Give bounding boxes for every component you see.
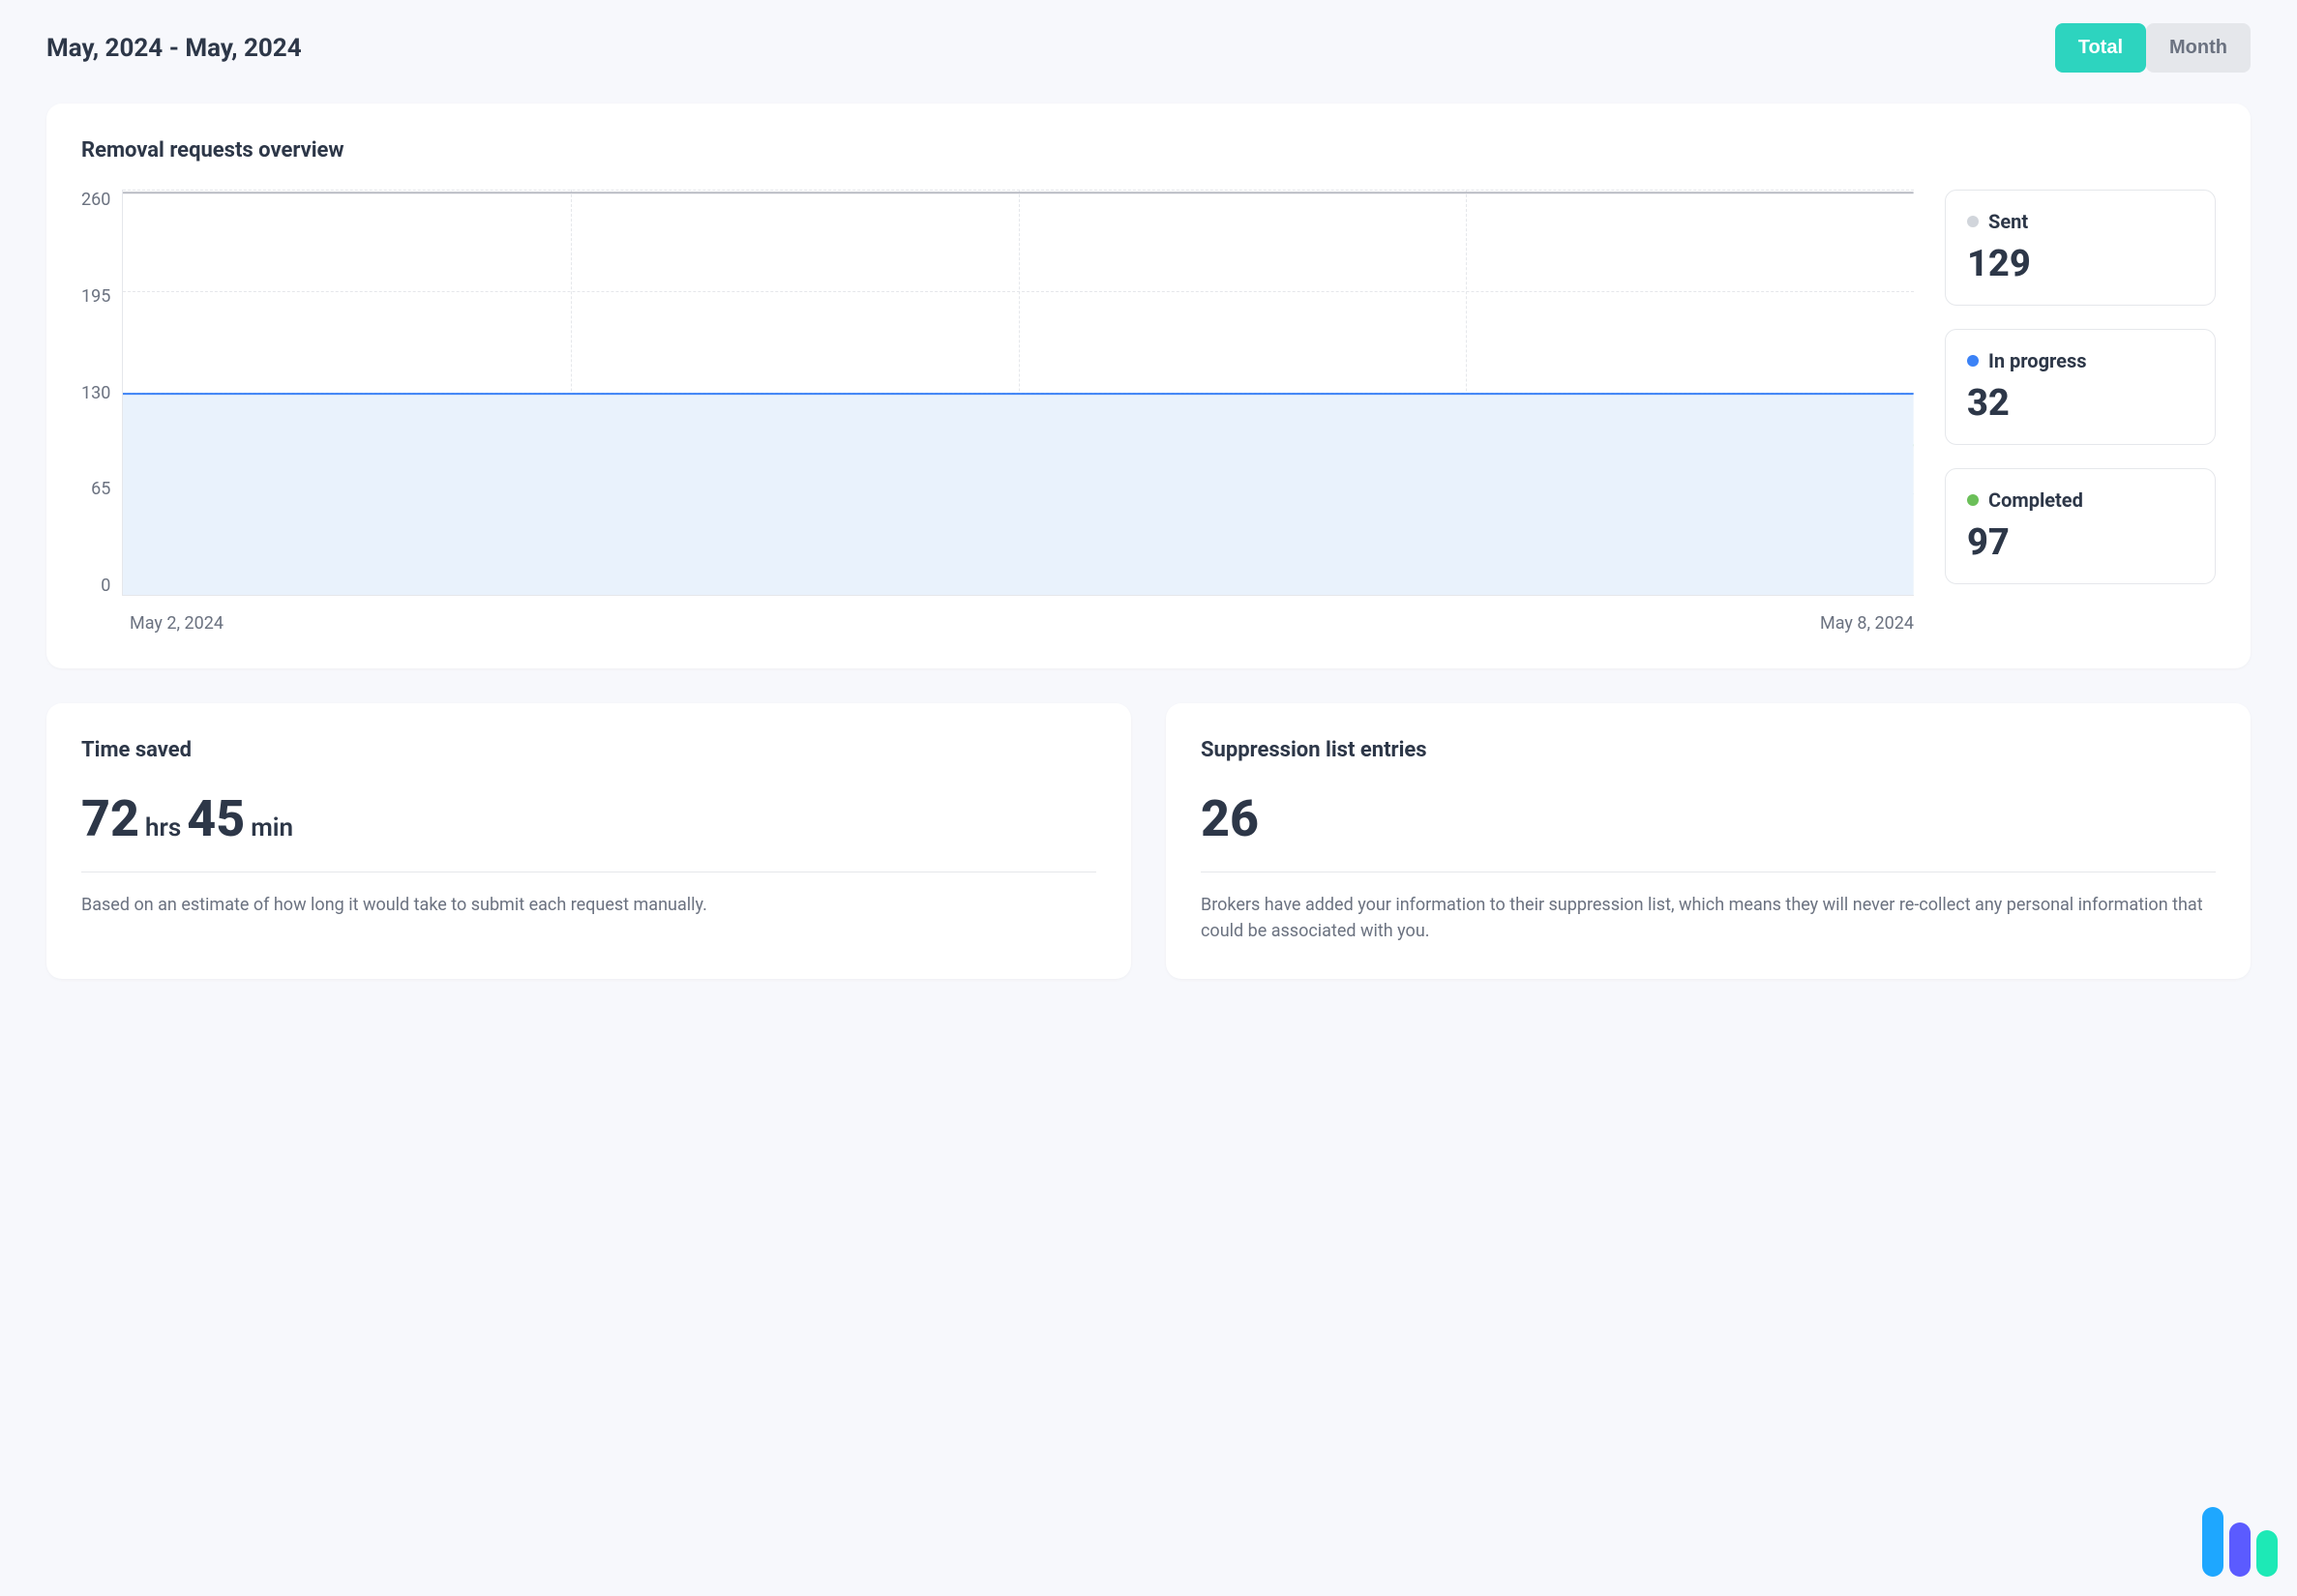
time-saved-card: Time saved 72hrs 45min Based on an estim… [46,703,1131,979]
suppression-number: 26 [1201,789,1259,848]
legend-completed-label: Completed [1988,488,2083,512]
legend-completed[interactable]: Completed 97 [1945,468,2216,584]
ytick: 260 [81,190,110,210]
chart-body: 260 195 130 65 0 [81,190,1914,596]
minutes-number: 45 [187,789,245,848]
view-toggle: Total Month [2055,23,2251,73]
x-axis: May 2, 2024 May 8, 2024 [81,613,1914,634]
legend-sent[interactable]: Sent 129 [1945,190,2216,306]
widget-pill [2256,1530,2278,1577]
chart-area: 260 195 130 65 0 May 2, 2024 May 8, 2024 [81,190,1914,634]
chart-plot [122,190,1914,596]
widget-pill [2202,1507,2223,1577]
ytick: 195 [81,286,110,307]
hours-number: 72 [81,789,139,848]
xtick-end: May 8, 2024 [1820,613,1914,634]
time-saved-value: 72hrs 45min [81,789,1096,848]
ytick: 65 [91,479,110,499]
suppression-description: Brokers have added your information to t… [1201,892,2216,944]
ytick: 130 [81,383,110,403]
legend-dot-icon [1967,216,1979,227]
hours-unit: hrs [145,813,181,842]
xtick-start: May 2, 2024 [130,613,224,634]
suppression-card: Suppression list entries 26 Brokers have… [1166,703,2251,979]
suppression-title: Suppression list entries [1201,738,2216,762]
minutes-unit: min [251,813,293,842]
time-saved-description: Based on an estimate of how long it woul… [81,892,1096,918]
bottom-row: Time saved 72hrs 45min Based on an estim… [46,703,2251,979]
toggle-total-button[interactable]: Total [2055,23,2146,73]
chat-widget-icon[interactable] [2202,1507,2278,1577]
legend-in-progress-label: In progress [1988,349,2087,372]
legend-in-progress-value: 32 [1967,382,2193,425]
header: May, 2024 - May, 2024 Total Month [46,23,2251,73]
y-axis: 260 195 130 65 0 [81,190,122,596]
legend-completed-value: 97 [1967,521,2193,564]
legend-sent-value: 129 [1967,243,2193,285]
overview-card: Removal requests overview 260 195 130 65… [46,103,2251,668]
chart-row: 260 195 130 65 0 May 2, 2024 May 8, 2024 [81,190,2216,634]
suppression-value: 26 [1201,789,2216,848]
ytick: 0 [101,576,110,596]
toggle-month-button[interactable]: Month [2146,23,2251,73]
legend-dot-icon [1967,355,1979,367]
legend-sent-label: Sent [1988,210,2028,233]
chart-svg [123,190,1914,595]
legend-dot-icon [1967,494,1979,506]
legend-in-progress[interactable]: In progress 32 [1945,329,2216,445]
overview-title: Removal requests overview [81,138,2216,163]
widget-pill [2229,1522,2251,1577]
date-range: May, 2024 - May, 2024 [46,34,302,63]
legend-column: Sent 129 In progress 32 Completed 97 [1945,190,2216,634]
time-saved-title: Time saved [81,738,1096,762]
